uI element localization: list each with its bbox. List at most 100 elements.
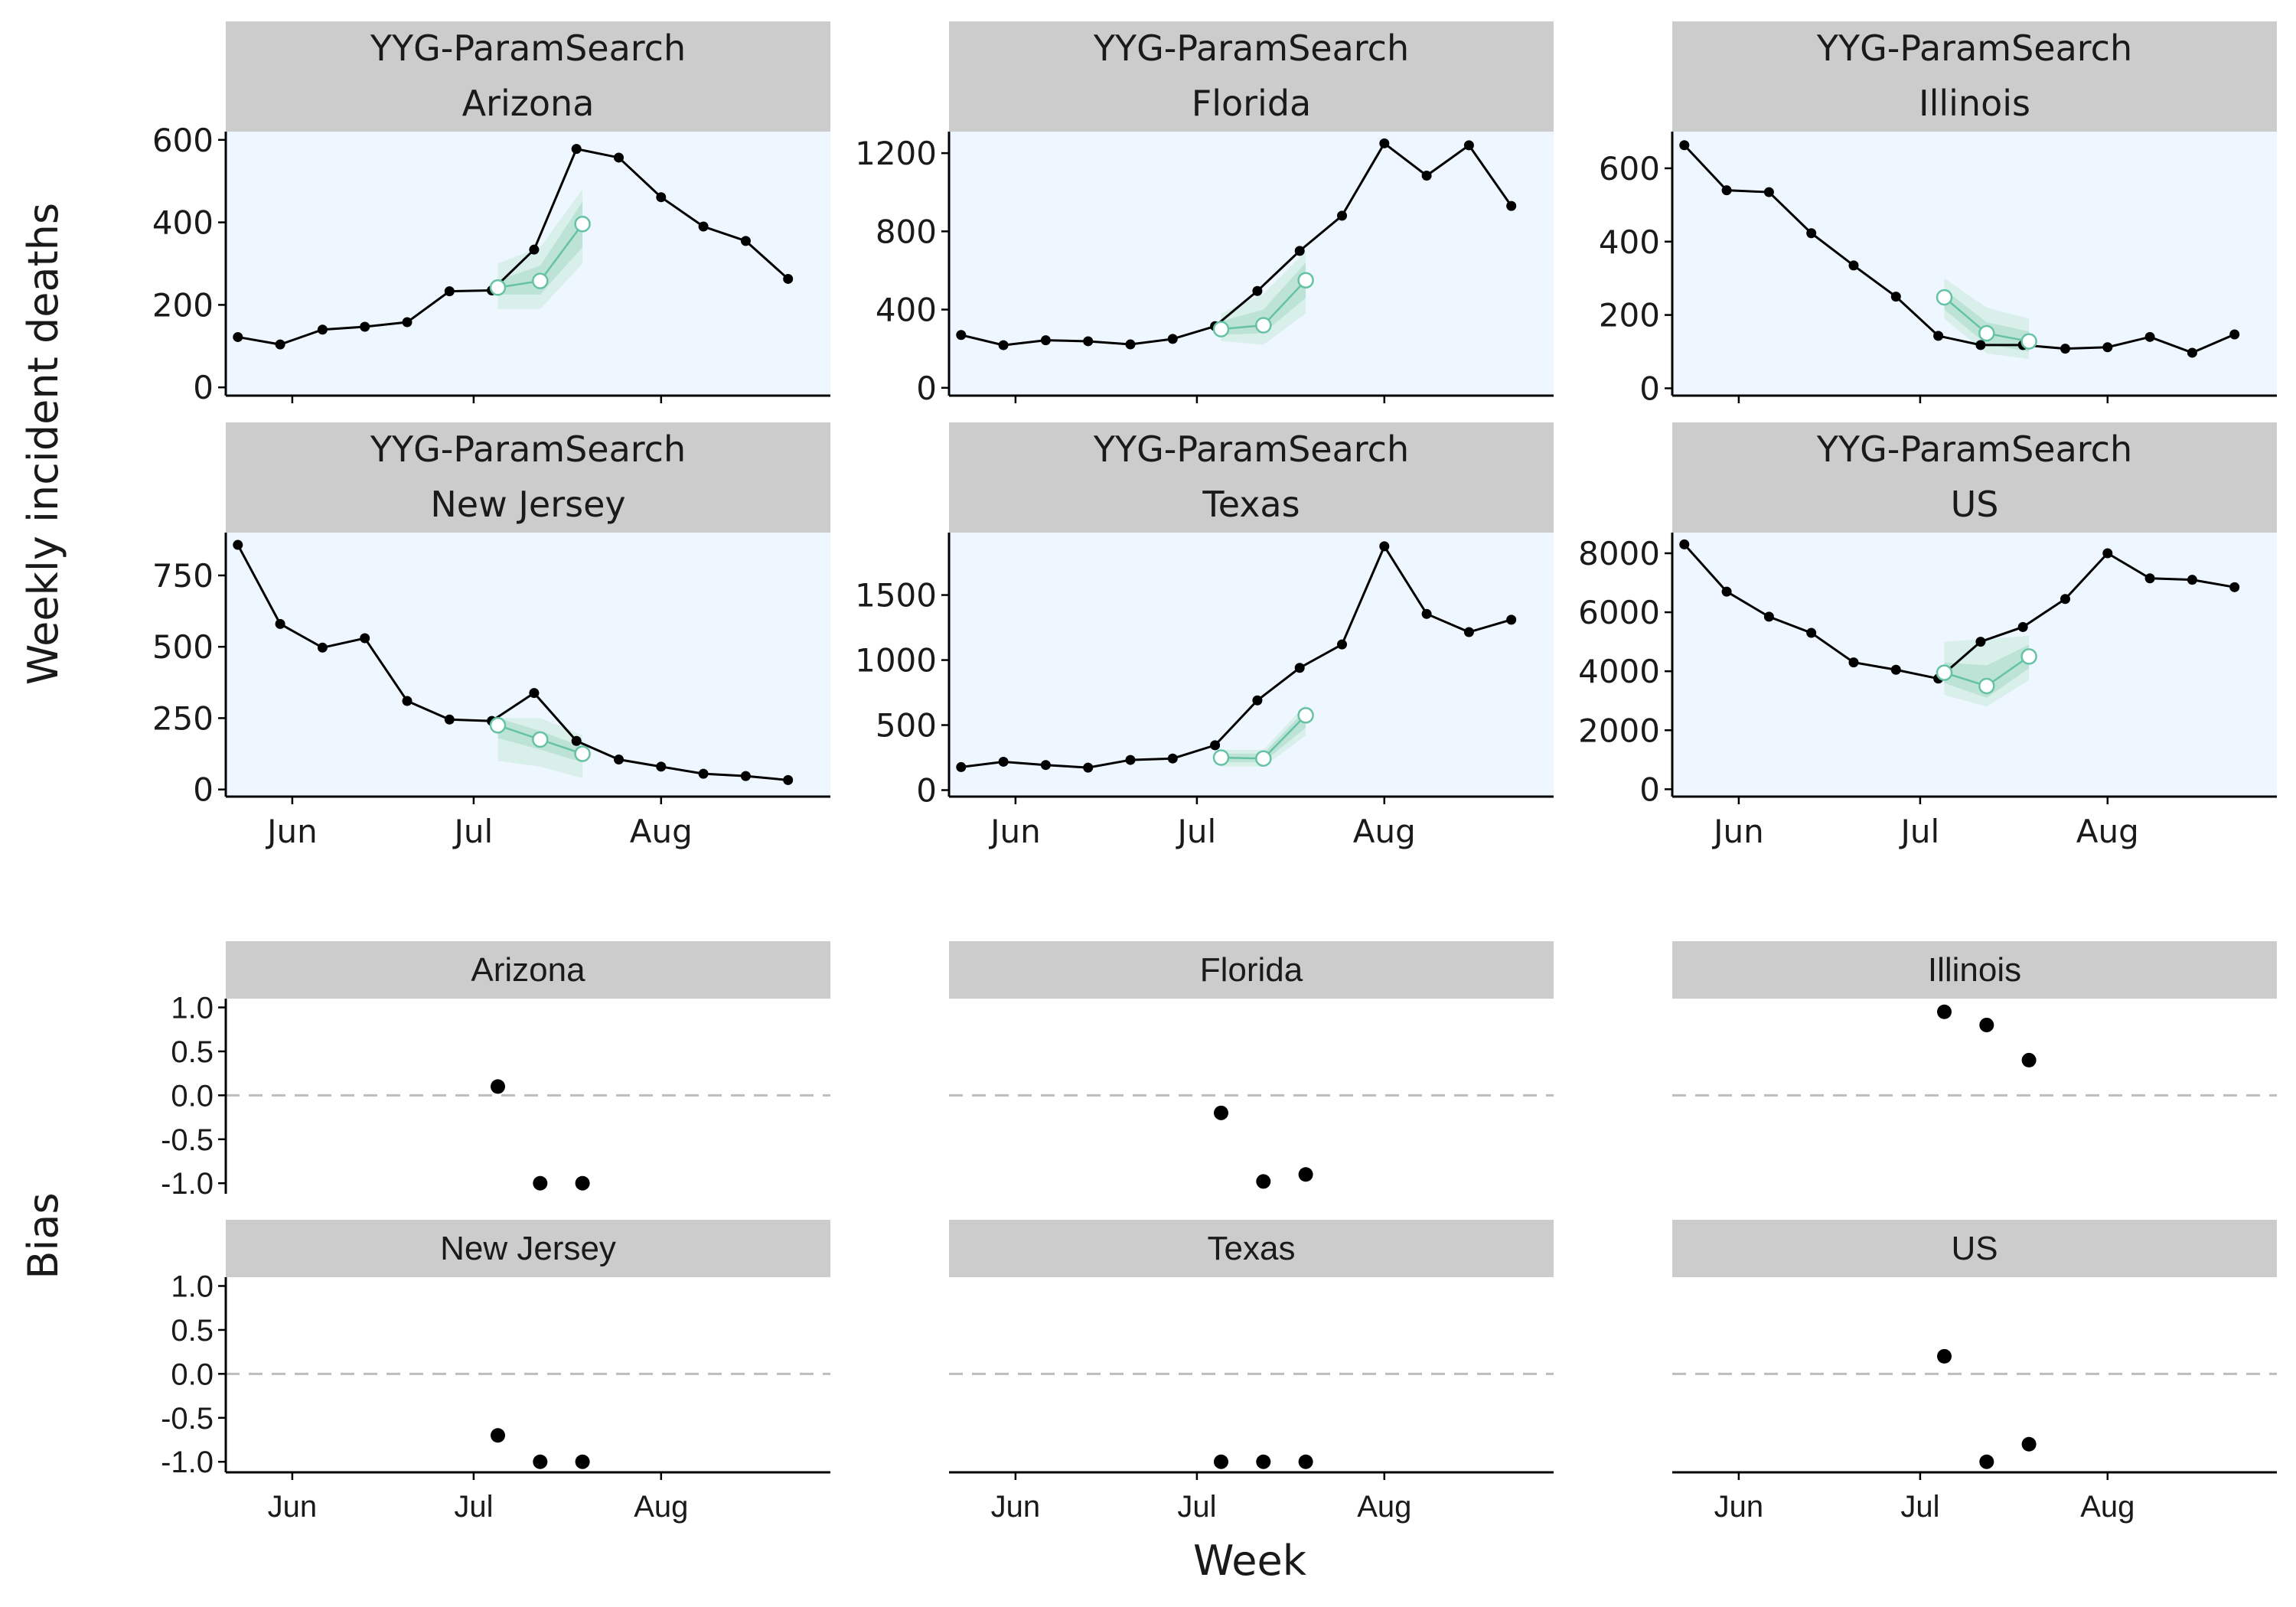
observed-point [1506, 614, 1517, 625]
bias-strip-label: New Jersey [440, 1230, 616, 1267]
strip-location-background [949, 77, 1554, 132]
observed-point [1083, 336, 1094, 347]
y-tick-label: 1.0 [171, 991, 214, 1025]
observed-point [740, 771, 751, 781]
strip-model-label: YYG-ParamSearch [1093, 429, 1409, 470]
observed-point [1040, 335, 1051, 346]
y-tick-label: 400 [152, 204, 214, 242]
y-tick-label: 800 [876, 213, 937, 250]
observed-point [1721, 185, 1732, 196]
bias-point [2021, 1436, 2037, 1452]
observed-point [1806, 627, 1817, 638]
strip-location-label: Illinois [1919, 83, 2030, 124]
bias-point [1937, 1348, 1952, 1364]
observed-point [2017, 621, 2028, 632]
forecast-point [1297, 272, 1314, 288]
observed-point [1506, 200, 1517, 211]
observed-point [1379, 541, 1390, 552]
observed-point [1125, 755, 1136, 765]
bias-strip-background [949, 941, 1554, 999]
x-tick-label: Aug [630, 813, 693, 850]
observed-point [1721, 586, 1732, 597]
weekly-panel-illinois: YYG-ParamSearch Illinois 0 200 400 600 [1599, 21, 2277, 407]
bias-strip-label: Illinois [1928, 951, 2021, 989]
observed-point [444, 714, 455, 725]
observed-point [998, 340, 1009, 350]
observed-point [1763, 187, 1774, 197]
bias-panel-arizona: Arizona -1.0 -0.5 0.0 0.5 1.0 [161, 941, 830, 1201]
x-tick-label: Jun [1711, 813, 1764, 850]
x-tick-label: Jun [991, 1490, 1041, 1524]
observed-point [2102, 342, 2113, 353]
observed-point [1210, 740, 1221, 751]
forecast-point [532, 272, 549, 289]
observed-point [656, 761, 667, 772]
forecast-point [1978, 677, 1995, 695]
bias-point [1979, 1017, 1994, 1032]
bias-point [2021, 1052, 2037, 1068]
y-tick-label: 1.0 [171, 1270, 214, 1303]
bias-panel-illinois: Illinois [1672, 941, 2277, 1097]
observed-line [960, 142, 1512, 347]
weekly-panel-arizona: YYG-ParamSearch Arizona 0 200 400 600 [152, 21, 830, 406]
strip-model-background [1672, 21, 2277, 77]
x-tick-label: Jun [1714, 1490, 1764, 1524]
observed-line [236, 544, 788, 781]
forecast-point [2020, 333, 2037, 350]
observed-point [1421, 608, 1432, 619]
strip-location-background [1672, 478, 2277, 533]
x-tick-label: Jul [452, 813, 494, 850]
observed-line [1683, 144, 2236, 354]
y-tick-label: 8000 [1578, 535, 1660, 572]
bias-panel-texas: Texas Jun Jul Aug [949, 1220, 1554, 1524]
forecast-point [2020, 648, 2037, 665]
x-tick-label: Aug [634, 1490, 688, 1524]
y-tick-label: 0.5 [171, 1035, 214, 1069]
facet-grid: YYG-ParamSearchArizona0200400600YYG-Para… [152, 21, 2277, 1524]
y-tick-label: 0 [193, 369, 214, 406]
y-tick-label: -1.0 [161, 1167, 214, 1201]
strip-model-label: YYG-ParamSearch [1816, 28, 2132, 69]
observed-point [275, 339, 285, 350]
strip-model-background [949, 422, 1554, 478]
x-tick-label: Aug [2080, 1490, 2135, 1524]
observed-point [1125, 339, 1136, 350]
bias-point [1214, 1105, 1228, 1120]
forecast-point [1936, 288, 1953, 306]
bias-strip-background [1672, 941, 2277, 999]
y-tick-label: 0 [1639, 771, 1660, 808]
bias-point [1298, 1454, 1313, 1469]
observed-line [237, 147, 789, 346]
forecast-point [1978, 324, 1995, 342]
observed-point [1040, 760, 1051, 771]
bias-point [575, 1175, 590, 1191]
observed-point [1975, 637, 1986, 647]
y-tick-label: 4000 [1578, 653, 1660, 690]
y-tick-label: 0 [1639, 370, 1660, 407]
strip-location-label: Texas [1202, 484, 1300, 525]
y-tick-label: 750 [152, 557, 214, 595]
forecast-point [1255, 750, 1272, 767]
observed-point [2187, 347, 2197, 358]
x-tick-label: Jul [454, 1490, 493, 1524]
strip-model-background [949, 21, 1554, 77]
bias-panel-new-jersey: New Jersey -1.0 -0.5 0.0 0.5 1.0 Jun Jul Aug [161, 1220, 830, 1524]
y-axis-title-bias: Bias [19, 1192, 67, 1279]
observed-point [1294, 663, 1305, 673]
observed-point [1337, 210, 1347, 221]
y-tick-label: 0.5 [171, 1314, 214, 1348]
bias-point [533, 1454, 548, 1469]
observed-point [1252, 695, 1263, 706]
x-tick-label: Aug [1353, 813, 1416, 850]
observed-point [2060, 594, 2070, 605]
plot-background [949, 132, 1554, 396]
observed-point [656, 192, 667, 203]
observed-point [2102, 548, 2113, 559]
x-tick-label: Jul [1900, 1490, 1939, 1524]
forecast-point [1255, 317, 1272, 334]
x-axis-title: Week [1193, 1537, 1307, 1585]
observed-point [783, 273, 794, 284]
bias-strip-label: Texas [1208, 1230, 1296, 1267]
y-tick-label: 1200 [855, 135, 937, 172]
